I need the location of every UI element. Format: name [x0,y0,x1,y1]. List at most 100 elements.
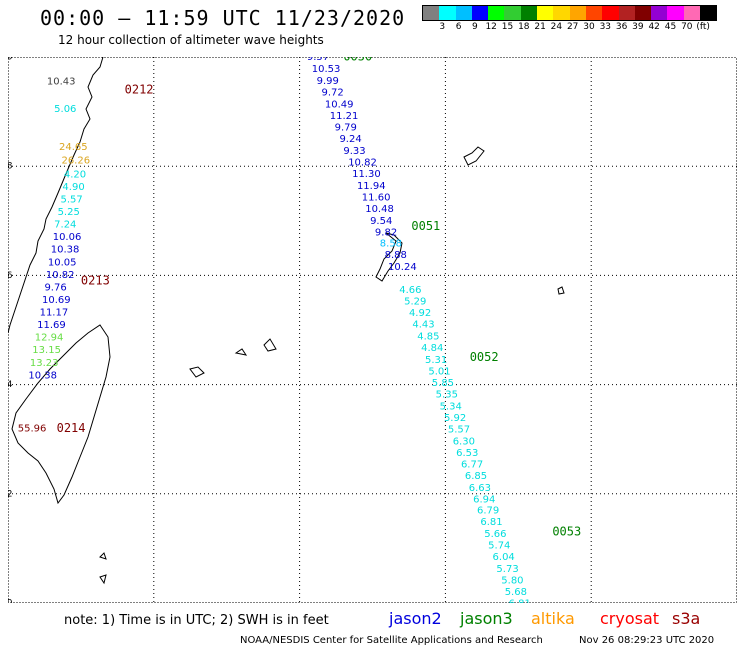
wave-height-value: 6.53 [456,448,478,459]
taiwan-coastline [11,324,111,505]
wave-height-value: 6.85 [465,471,487,482]
pass-label: 0214 [57,421,86,435]
wave-height-value: 11.30 [352,169,381,180]
lat-tick-label: 30 [8,57,13,63]
wave-height-value: 5.92 [444,413,466,424]
wave-height-value: 24.65 [59,142,88,153]
wave-height-value: 11.21 [330,111,359,122]
scale-label: 12 [485,22,497,32]
color-swatch [634,6,652,20]
daito-coastline [557,286,565,295]
wave-height-value: 10.24 [388,262,417,273]
color-swatch [667,6,684,20]
lat-tick-label: 28 [8,162,13,172]
wave-height-value: 6.94 [473,494,495,505]
wave-height-value: 5.29 [404,297,426,308]
wave-height-value: 5.31 [425,355,447,366]
satellite-label-s3a: s3a [672,609,701,628]
scale-label: 39 [632,22,644,32]
wave-height-value: 10.49 [325,100,354,111]
scale-label: 36 [615,22,628,32]
color-swatch [520,6,538,20]
wave-height-value: 10.82 [348,157,377,168]
color-swatch [553,6,570,20]
wave-height-value: 5.73 [496,564,518,575]
scale-label: 70 [681,22,693,32]
wave-height-value: 10.38 [51,245,80,256]
wave-height-value: 4.20 [64,169,86,180]
wave-height-value: 4.84 [421,343,443,354]
generated-timestamp: Nov 26 08:29:23 UTC 2020 [579,635,715,646]
color-scale-bar [422,5,718,21]
wave-height-value: 5.06 [54,104,76,115]
pass-label: 0213 [81,273,110,287]
wave-height-value: 5.68 [505,587,527,598]
color-scale-labels: 3 6 9 12 15 18 21 24 27 30 33 36 39 42 45 70 (ft) [422,22,732,34]
scale-label: 33 [599,22,612,32]
scale-label: 21 [534,22,546,32]
wave-height-value: 11.17 [40,308,69,319]
color-swatch [471,6,489,20]
pass-label: 0212 [125,82,154,96]
wave-height-value: 5.25 [58,207,80,218]
wave-height-value: 10.48 [365,204,394,215]
scale-label: 42 [648,22,660,32]
wave-height-value: 4.43 [412,320,434,331]
wave-height-value: 5.85 [432,378,454,389]
wave-height-value: 9.82 [375,227,397,238]
wave-height-value: 9.33 [343,146,365,157]
wave-height-value: 6.30 [453,436,475,447]
color-swatch [439,6,456,20]
scale-label: 45 [664,22,677,32]
satellite-label-jason3: jason3 [460,609,513,628]
wave-height-value: 10.38 [28,370,57,381]
wave-height-value: 5.57 [60,195,82,206]
wave-height-value: 9.54 [370,216,392,227]
wave-height-value: 9.72 [321,87,343,98]
credit-line: NOAA/NESDIS Center for Satellite Applica… [240,635,543,646]
wave-height-value: 6.77 [461,459,483,470]
wave-height-value: 5.57 [448,424,470,435]
color-swatch [455,6,472,20]
scale-label: 9 [472,22,478,32]
color-swatch [569,6,586,20]
wave-height-value: 10.53 [312,64,341,75]
wave-height-value: 5.74 [488,541,510,552]
coastline [8,57,565,585]
wave-height-value: 5.66 [484,529,506,540]
wave-height-value: 13.23 [30,358,59,369]
observations-layer: 9.5710.539.999.7210.4911.219.799.249.331… [18,57,582,603]
wave-height-value: 13.15 [32,345,61,356]
pass-label: 0050 [343,57,372,64]
scale-label: 18 [518,22,530,32]
satellite-label-jason2: jason2 [389,609,442,628]
wave-height-value: 5.80 [501,576,523,587]
scale-label: 3 [439,22,446,32]
china-coastline [8,57,104,334]
satellite-label-cryosat: cryosat [600,609,660,628]
lat-tick-label: 26 [8,271,13,281]
lat-lon-grid: 120123126129132135302826242220 [8,57,737,603]
scale-label: 6 [455,22,462,32]
wave-height-value: 6.63 [469,483,491,494]
batanes-coastline [99,552,107,585]
color-swatch [585,6,603,20]
scale-label: (ft) [696,22,710,32]
wave-height-value: 10.06 [53,232,82,243]
amami-coastline [463,146,485,166]
footer-note: note: 1) Time is in UTC; 2) SWH is in fe… [64,613,329,628]
wave-height-value: 4.92 [409,308,431,319]
color-swatch [602,6,619,20]
wave-height-value: 8.88 [385,250,407,261]
wave-height-value: 26.26 [61,156,90,167]
color-swatch [683,6,701,20]
color-swatch [700,6,717,20]
wave-height-value: 10.69 [42,295,71,306]
wave-height-value: 5.01 [428,366,450,377]
wave-height-value: 5.35 [436,389,458,400]
scale-label: 30 [583,22,595,32]
wave-height-value: 4.90 [62,182,84,193]
wave-height-value: 6.04 [493,552,515,563]
scale-label: 27 [566,22,579,32]
lat-tick-label: 24 [8,380,13,390]
